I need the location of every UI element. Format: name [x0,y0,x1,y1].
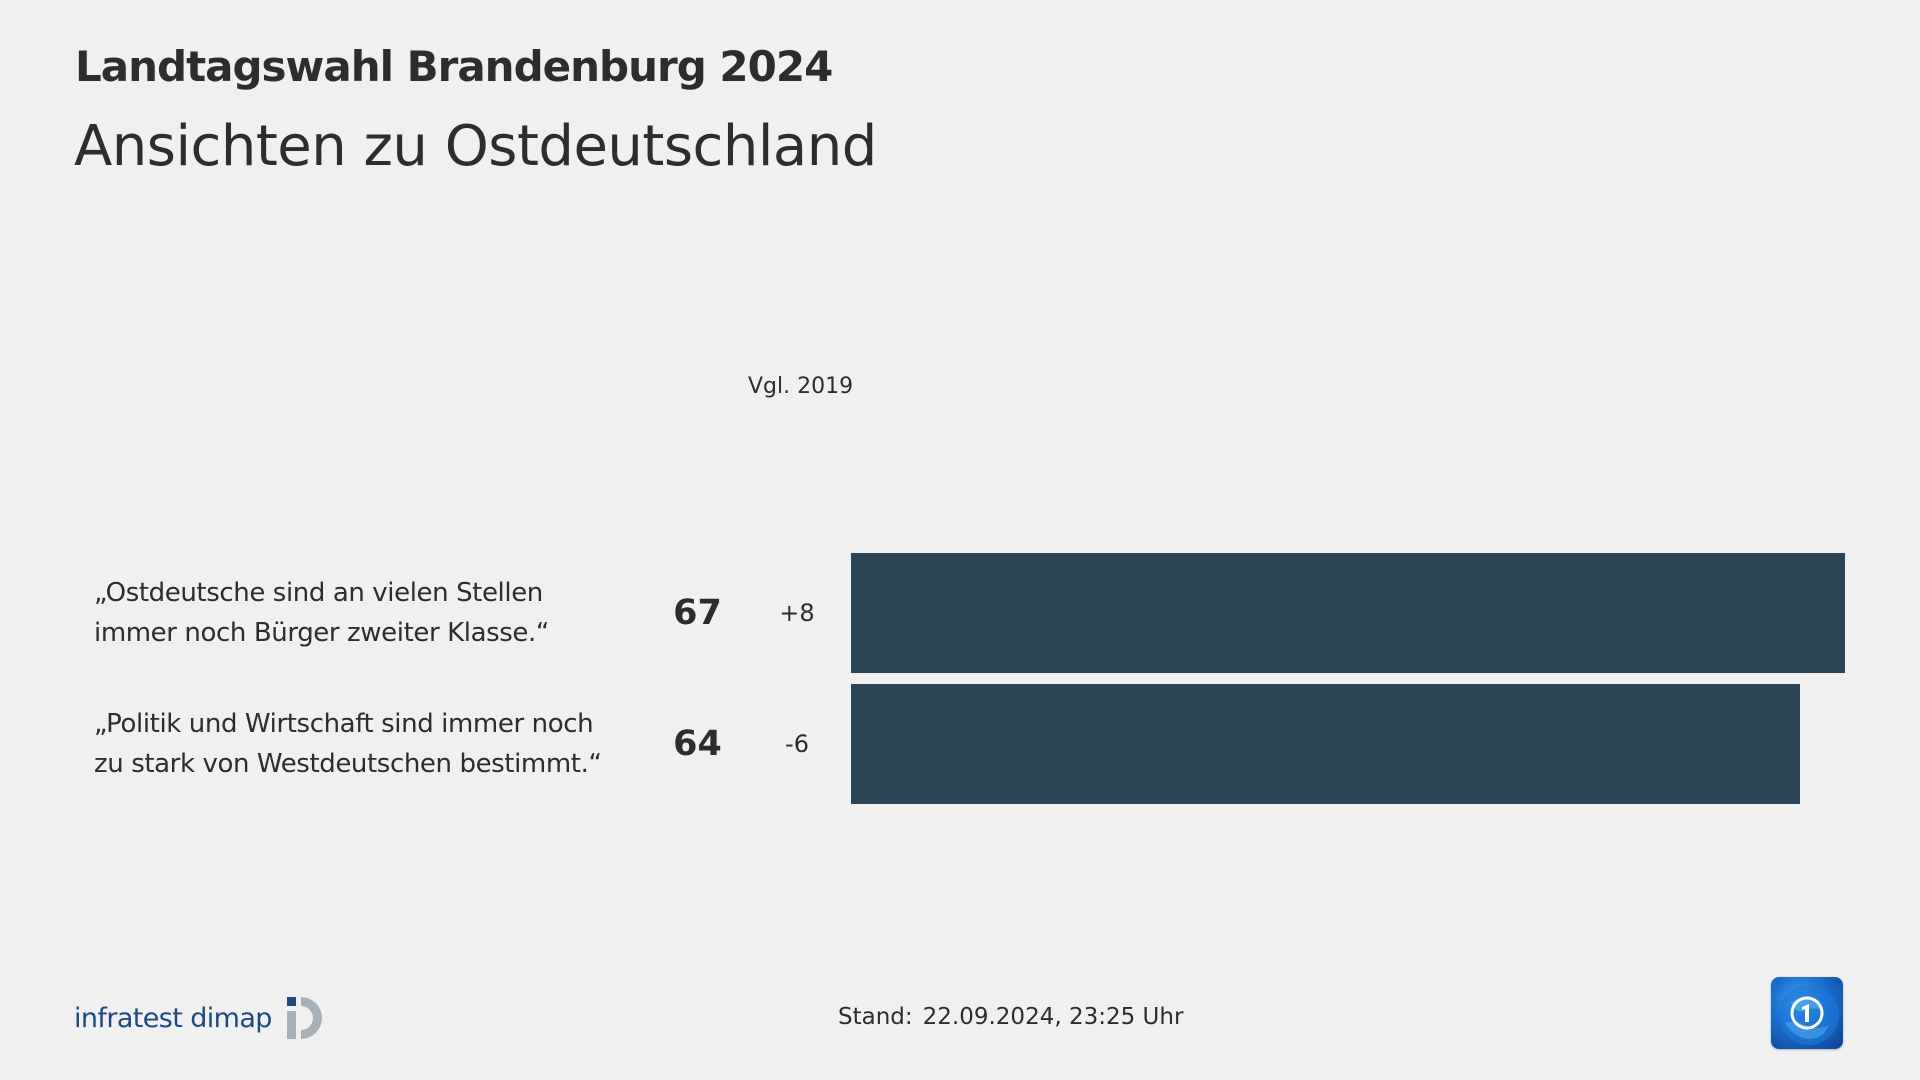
row-value: 64 [673,724,722,764]
bar-row: „Ostdeutsche sind an vielen Stellen imme… [0,553,1920,673]
infratest-dimap-logo: infratest dimap [74,996,332,1040]
timestamp-value: 22.09.2024, 23:25 Uhr [922,1004,1184,1030]
timestamp: Stand: 22.09.2024, 23:25 Uhr [838,1004,1183,1030]
row-value: 67 [673,593,722,633]
chart-title: Landtagswahl Brandenburg 2024 [75,42,833,91]
tagesschau-globe-icon [1771,977,1843,1049]
row-label-line: zu stark von Westdeutschen bestimmt.“ [94,749,602,779]
chart-subtitle: Ansichten zu Ostdeutschland [74,114,877,179]
timestamp-label: Stand: [838,1004,913,1030]
row-label: „Politik und Wirtschaft sind immer noch … [94,704,654,784]
row-label: „Ostdeutsche sind an vielen Stellen imme… [94,573,654,653]
row-label-line: immer noch Bürger zweiter Klasse.“ [94,618,549,648]
row-delta: -6 [785,730,809,758]
comparison-column-header: Vgl. 2019 [748,374,854,399]
row-delta: +8 [779,599,815,627]
globe-icon [1779,985,1839,1045]
bar [851,553,1845,673]
bar [851,684,1801,804]
row-label-line: „Ostdeutsche sind an vielen Stellen [94,578,543,608]
source-brand-text: infratest dimap [74,1002,272,1034]
row-label-line: „Politik und Wirtschaft sind immer noch [94,709,594,739]
bar-row: „Politik und Wirtschaft sind immer noch … [0,684,1920,804]
infratest-dimap-mark-icon [286,997,322,1039]
